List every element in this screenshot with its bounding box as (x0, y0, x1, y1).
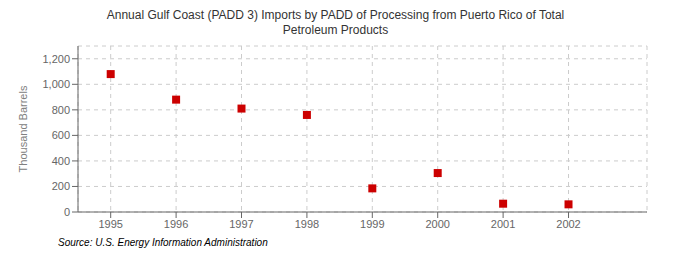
svg-text:Thousand Barrels: Thousand Barrels (17, 85, 29, 172)
svg-text:200: 200 (52, 180, 70, 192)
svg-text:1998: 1998 (295, 218, 319, 230)
svg-text:1,200: 1,200 (42, 53, 70, 65)
svg-text:2002: 2002 (556, 218, 580, 230)
svg-text:1999: 1999 (360, 218, 384, 230)
svg-text:1997: 1997 (229, 218, 253, 230)
svg-text:2000: 2000 (425, 218, 449, 230)
svg-text:2001: 2001 (491, 218, 515, 230)
svg-text:1995: 1995 (98, 218, 122, 230)
html-text:Petroleum Products: Petroleum Products (282, 23, 389, 37)
svg-text:600: 600 (52, 129, 70, 141)
svg-text:400: 400 (52, 155, 70, 167)
svg-text:800: 800 (52, 104, 70, 116)
html-text:Annual Gulf Coast (PADD 3) Imp: Annual Gulf Coast (PADD 3) Imports by PA… (106, 8, 565, 22)
html-text:Source: U.S. Energy Informatio: Source: U.S. Energy Information Administ… (58, 237, 268, 248)
svg-text:1996: 1996 (164, 218, 188, 230)
svg-text:0: 0 (64, 206, 70, 218)
svg-text:1,000: 1,000 (42, 78, 70, 90)
